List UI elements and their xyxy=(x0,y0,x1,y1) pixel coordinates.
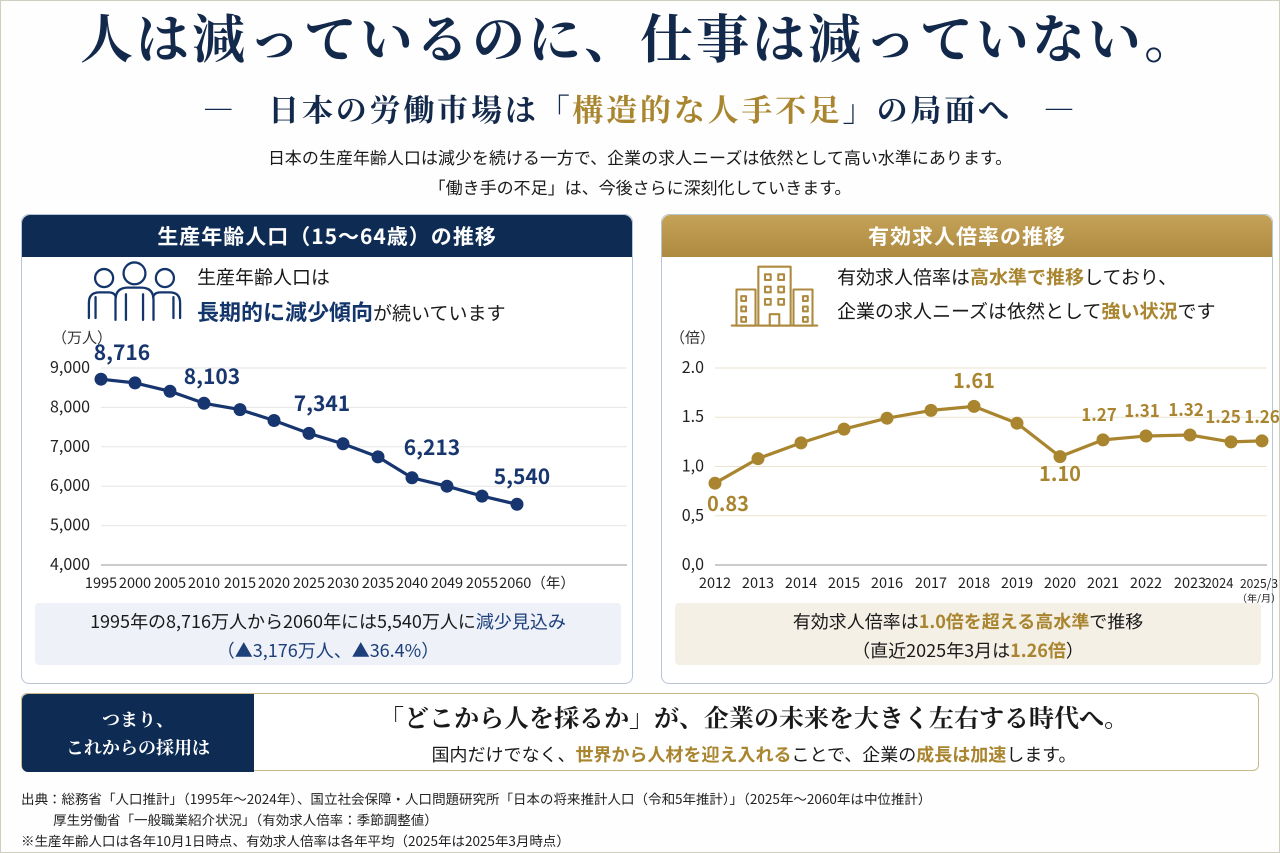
svg-text:8,103: 8,103 xyxy=(184,361,240,391)
svg-text:2035: 2035 xyxy=(362,572,394,593)
svg-text:2019: 2019 xyxy=(1001,572,1033,593)
svg-text:2055: 2055 xyxy=(466,572,498,593)
svg-text:2010: 2010 xyxy=(188,572,220,593)
svg-text:2017: 2017 xyxy=(915,572,947,593)
svg-text:6,213: 6,213 xyxy=(404,432,460,462)
svg-text:2016: 2016 xyxy=(871,572,903,593)
svg-text:1.31: 1.31 xyxy=(1124,397,1160,422)
svg-text:2060（年）: 2060（年） xyxy=(499,572,575,593)
svg-text:2015: 2015 xyxy=(224,572,256,593)
svg-text:2040: 2040 xyxy=(396,572,428,593)
svg-text:2018: 2018 xyxy=(958,572,990,593)
svg-text:0,5: 0,5 xyxy=(682,502,704,526)
svg-text:0.83: 0.83 xyxy=(707,488,749,517)
svg-text:2015: 2015 xyxy=(828,572,860,593)
svg-text:8,000: 8,000 xyxy=(50,393,90,417)
svg-text:2049: 2049 xyxy=(431,572,463,593)
svg-text:2005: 2005 xyxy=(154,572,186,593)
svg-text:2030: 2030 xyxy=(327,572,359,593)
svg-text:2014: 2014 xyxy=(785,572,817,593)
svg-text:2013: 2013 xyxy=(742,572,774,593)
svg-text:1.26: 1.26 xyxy=(1244,403,1280,428)
svg-text:2012: 2012 xyxy=(699,572,731,593)
svg-text:8,716: 8,716 xyxy=(94,337,150,367)
svg-text:2020: 2020 xyxy=(1044,572,1076,593)
svg-text:5,540: 5,540 xyxy=(494,461,550,491)
svg-text:1.10: 1.10 xyxy=(1039,458,1081,487)
svg-text:2.0: 2.0 xyxy=(682,354,704,378)
svg-text:2020: 2020 xyxy=(258,572,290,593)
svg-text:1.25: 1.25 xyxy=(1205,403,1241,428)
svg-text:（倍）: （倍） xyxy=(670,327,715,348)
svg-text:1.5: 1.5 xyxy=(682,403,704,427)
svg-text:2022: 2022 xyxy=(1130,572,1162,593)
svg-text:7,000: 7,000 xyxy=(50,433,90,457)
svg-text:1995: 1995 xyxy=(85,572,117,593)
svg-text:2021: 2021 xyxy=(1087,572,1119,593)
svg-text:7,341: 7,341 xyxy=(294,388,350,418)
svg-text:1.61: 1.61 xyxy=(953,365,995,394)
svg-text:6,000: 6,000 xyxy=(50,472,90,496)
svg-text:1.27: 1.27 xyxy=(1081,401,1117,426)
svg-text:2025: 2025 xyxy=(293,572,325,593)
svg-text:2024: 2024 xyxy=(1205,573,1234,592)
svg-text:2000: 2000 xyxy=(119,572,151,593)
svg-text:5,000: 5,000 xyxy=(50,512,90,536)
svg-text:2023: 2023 xyxy=(1174,572,1206,593)
svg-text:9,000: 9,000 xyxy=(50,354,90,378)
svg-text:1.32: 1.32 xyxy=(1168,396,1204,421)
svg-text:1,0: 1,0 xyxy=(682,453,704,477)
